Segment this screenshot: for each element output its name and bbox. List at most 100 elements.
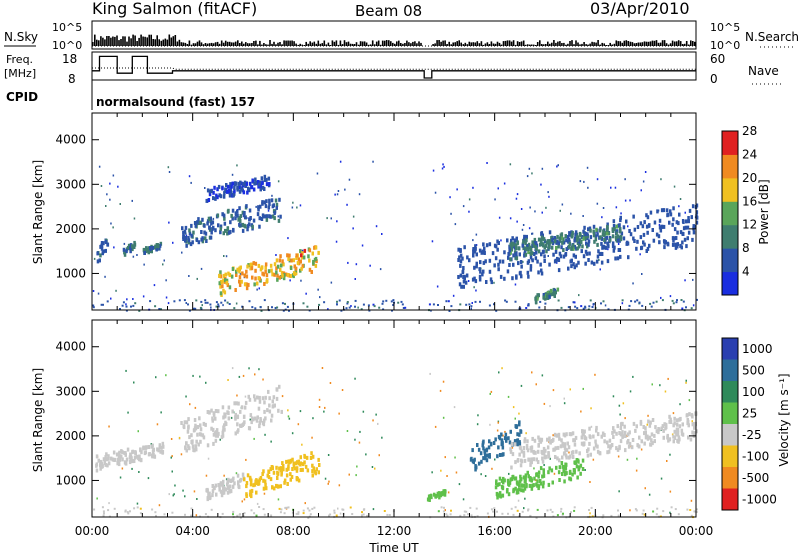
scatter-point	[172, 494, 174, 497]
echo-cell	[669, 212, 673, 217]
echo-cell	[278, 197, 281, 202]
echo-cell	[496, 482, 499, 487]
nsky-bar	[450, 44, 452, 46]
ground-scatter-point	[184, 513, 186, 516]
echo-cell	[548, 262, 551, 267]
scatter-point	[500, 239, 502, 242]
echo-cell	[268, 409, 272, 414]
echo-cell	[227, 271, 230, 276]
echo-cell	[663, 239, 666, 244]
echo-cell	[293, 466, 297, 471]
echo-cell	[672, 434, 675, 439]
echo-cell	[646, 434, 649, 439]
echo-cell	[218, 193, 221, 198]
echo-cell	[502, 480, 505, 485]
echo-cell	[221, 483, 224, 488]
echo-cell	[475, 252, 478, 257]
ground-scatter-point	[215, 305, 218, 308]
echo-cell	[211, 220, 215, 225]
echo-cell	[499, 274, 503, 279]
scatter-point	[651, 383, 653, 386]
echo-cell	[595, 259, 599, 264]
ground-scatter-point	[516, 509, 519, 512]
echo-cell	[259, 187, 262, 192]
echo-cell	[664, 240, 667, 245]
scatter-point	[669, 453, 671, 456]
echo-cell	[596, 449, 600, 454]
nsky-bar	[160, 40, 163, 46]
echo-cell	[199, 423, 202, 428]
echo-cell	[211, 418, 214, 423]
nsky-bar	[321, 43, 324, 46]
echo-cell	[516, 438, 520, 443]
echo-cell	[587, 227, 590, 232]
ground-scatter-point	[136, 506, 139, 509]
scatter-point	[319, 296, 321, 299]
echo-cell	[646, 230, 649, 235]
echo-cell	[503, 478, 506, 483]
echo-cell	[619, 432, 623, 437]
echo-cell	[234, 415, 238, 420]
ground-scatter-point	[696, 298, 698, 301]
nsky-bar	[454, 42, 456, 46]
echo-cell	[187, 417, 190, 422]
ground-scatter-point	[690, 307, 693, 310]
ground-scatter-point	[270, 514, 273, 517]
echo-cell	[573, 470, 576, 475]
scatter-point	[531, 232, 533, 235]
scatter-point	[528, 167, 531, 170]
echo-cell	[274, 198, 278, 203]
echo-cell	[131, 450, 134, 455]
x-tick-label: 08:00	[276, 524, 311, 538]
nsky-bar	[249, 43, 251, 46]
echo-cell	[295, 466, 299, 471]
scatter-point	[155, 376, 157, 379]
echo-cell	[142, 446, 145, 451]
nsky-bar	[359, 41, 362, 46]
echo-cell	[572, 438, 575, 443]
echo-cell	[551, 292, 554, 296]
echo-cell	[574, 435, 578, 440]
echo-cell	[200, 230, 203, 234]
echo-cell	[510, 247, 513, 252]
echo-cell	[619, 234, 623, 239]
scatter-point	[328, 480, 330, 483]
nsky-bar	[651, 40, 654, 46]
echo-cell	[250, 262, 253, 267]
echo-cell	[461, 256, 464, 261]
echo-cell	[261, 271, 264, 276]
echo-cell	[293, 264, 296, 269]
nsky-bar	[396, 41, 398, 46]
echo-cell	[569, 454, 572, 459]
ground-scatter-point	[178, 299, 181, 302]
echo-cell	[219, 291, 223, 296]
echo-cell	[571, 431, 575, 436]
echo-cell	[525, 484, 528, 489]
scatter-point	[147, 477, 150, 480]
echo-cell	[673, 416, 676, 421]
nsky-bar	[301, 44, 303, 46]
ground-scatter-point	[432, 303, 435, 306]
echo-cell	[516, 490, 520, 495]
scatter-point	[132, 255, 135, 258]
echo-cell	[636, 225, 640, 229]
echo-cell	[299, 249, 302, 254]
echo-cell	[299, 259, 302, 264]
ground-scatter-point	[527, 304, 530, 307]
echo-cell	[515, 274, 518, 279]
ground-scatter-point	[655, 300, 658, 303]
scatter-point	[455, 471, 458, 474]
echo-cell	[524, 473, 528, 478]
ground-scatter-point	[591, 306, 594, 308]
ground-scatter-point	[518, 515, 521, 518]
colorbar-tick-label: 28	[742, 124, 757, 138]
echo-cell	[273, 262, 277, 267]
echo-cell	[270, 418, 273, 423]
nsky-bar	[106, 36, 108, 46]
echo-cell	[206, 219, 210, 224]
echo-cell	[593, 239, 596, 244]
ground-scatter-point	[525, 307, 528, 309]
echo-cell	[642, 232, 646, 237]
echo-cell	[613, 429, 616, 434]
ground-scatter-point	[192, 307, 195, 310]
